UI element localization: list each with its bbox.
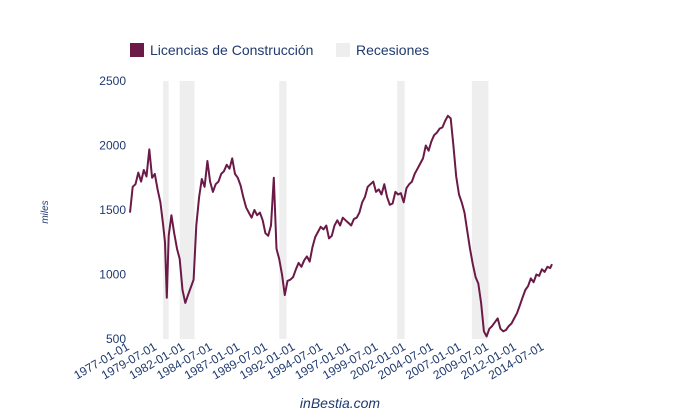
recession-band-0 <box>163 81 169 339</box>
y-tick-label: 2500 <box>99 74 126 88</box>
recession-band-2 <box>279 81 287 339</box>
x-axis-ticks: 1977-01-011979-07-011982-01-011984-07-01… <box>71 339 546 382</box>
y-axis-label: miles <box>40 200 51 223</box>
legend-swatch-recesiones <box>336 43 350 57</box>
y-tick-label: 500 <box>106 332 126 346</box>
y-tick-label: 1000 <box>99 268 126 282</box>
series-line-licencias <box>129 114 553 338</box>
recession-band-1 <box>179 81 195 339</box>
y-tick-label: 2000 <box>99 139 126 153</box>
recession-band-3 <box>397 81 405 339</box>
footer-credit: inBestia.com <box>300 395 380 411</box>
y-axis-ticks: 500 1000 1500 2000 2500 <box>99 74 126 346</box>
y-tick-label: 1500 <box>99 203 126 217</box>
legend: Licencias de Construcción Recesiones <box>130 42 429 58</box>
recession-bands <box>163 81 489 339</box>
legend-label-licencias: Licencias de Construcción <box>150 42 313 58</box>
legend-label-recesiones: Recesiones <box>356 42 429 58</box>
legend-swatch-licencias <box>130 43 144 57</box>
